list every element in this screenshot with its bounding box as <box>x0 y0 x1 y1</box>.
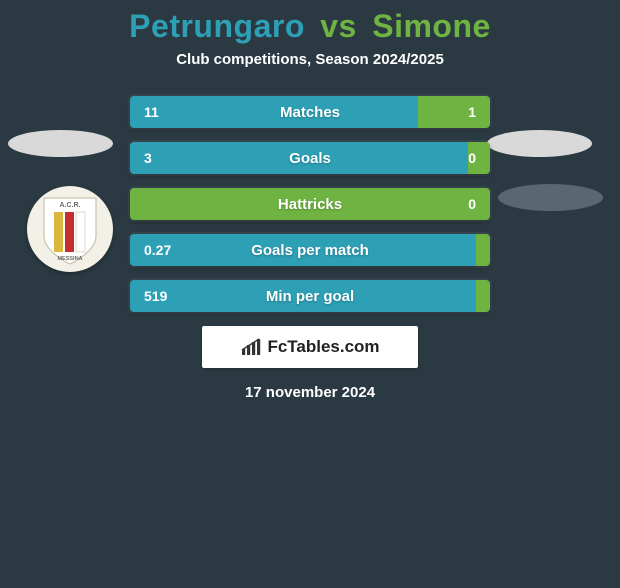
stat-row: 519Min per goal <box>0 280 620 312</box>
svg-text:MESSINA: MESSINA <box>57 256 82 262</box>
stat-left-value: 11 <box>130 104 159 120</box>
stat-bar-right-segment <box>476 234 490 266</box>
stat-right-value: 0 <box>468 150 490 166</box>
svg-text:A.C.R.: A.C.R. <box>60 202 81 209</box>
stat-right-value: 1 <box>468 104 490 120</box>
title-player1: Petrungaro <box>129 8 305 44</box>
stat-bar-left-segment: 0.27 <box>130 234 476 266</box>
stat-bar: 111 <box>130 96 490 128</box>
stat-bar-right-segment: 0 <box>468 142 490 174</box>
title-vs: vs <box>320 8 357 44</box>
stat-bar: 0.27 <box>130 234 490 266</box>
stat-bar-right-segment: 1 <box>418 96 490 128</box>
snapshot-date: 17 november 2024 <box>0 384 620 401</box>
stat-left-value: 3 <box>130 150 152 166</box>
stat-row: 30Goals <box>0 142 620 174</box>
club-crest-icon: A.C.R. MESSINA <box>40 192 100 266</box>
stat-bar: 30 <box>130 142 490 174</box>
subtitle: Club competitions, Season 2024/2025 <box>0 51 620 68</box>
stat-left-value: 0.27 <box>130 242 171 258</box>
comparison-title: Petrungaro vs Simone <box>0 8 620 45</box>
stat-bar-right-segment <box>476 280 490 312</box>
stat-bar: 519 <box>130 280 490 312</box>
brand-chart-icon <box>240 337 262 357</box>
title-player2: Simone <box>372 8 491 44</box>
club-badge: A.C.R. MESSINA <box>27 186 113 272</box>
stat-bar-left-segment: 3 <box>130 142 468 174</box>
brand-box[interactable]: FcTables.com <box>202 326 418 368</box>
stat-left-value: 519 <box>130 288 167 304</box>
stat-bar-left-segment: 11 <box>130 96 418 128</box>
stat-row: 111Matches <box>0 96 620 128</box>
stat-bar: 00 <box>130 188 490 220</box>
stat-right-value: 0 <box>468 196 490 212</box>
brand-text: FcTables.com <box>267 337 379 357</box>
stat-bar-left-segment: 519 <box>130 280 476 312</box>
stat-bar-right-segment: 0 <box>130 188 490 220</box>
